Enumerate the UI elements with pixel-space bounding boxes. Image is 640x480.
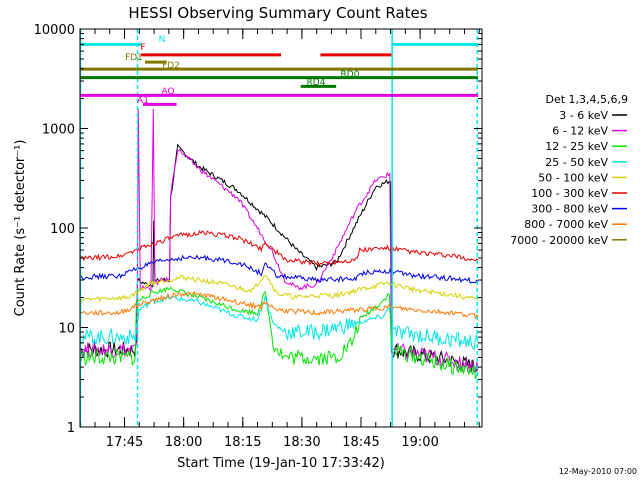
flag-label-fd2: FD2 (162, 61, 180, 71)
x-tick-label: 18:30 (283, 435, 320, 450)
flag-label-aq: AQ (161, 87, 174, 97)
flag-label-fd1: FD1 (125, 53, 143, 63)
x-tick-label: 18:45 (342, 435, 379, 450)
y-tick-label: 1000 (42, 123, 75, 138)
y-tick-label: 1 (67, 421, 75, 436)
legend: Det 1,3,4,5,6,9 3 - 6 keV 6 - 12 keV 12 - 2… (510, 93, 628, 247)
legend-label: 3 - 6 keV (559, 109, 608, 122)
flag-label-f: F (140, 43, 145, 53)
timestamp: 12-May-2010 07:00 (559, 467, 637, 476)
flag-label-a1: A1 (137, 96, 149, 106)
legend-label: 12 - 25 keV (545, 140, 608, 153)
series-line-100-300-kev (79, 229, 479, 267)
flag-label-n: N (159, 35, 166, 45)
legend-label: 25 - 50 keV (545, 156, 608, 169)
flag-label-rd4: RD4 (307, 78, 326, 88)
x-axis-label: Start Time (19-Jan-10 17:33:42) (177, 456, 385, 471)
legend-label: 300 - 800 keV (531, 203, 608, 216)
y-axis: 1 10 100 1000 10000 (34, 23, 482, 436)
plot-frame (79, 28, 483, 428)
series-line-6-12-kev (79, 108, 479, 373)
legend-title: Det 1,3,4,5,6,9 (545, 93, 628, 106)
y-axis-label: Count Rate (s⁻¹ detector⁻¹) (13, 140, 28, 317)
x-axis: 17:45 18:00 18:15 18:30 18:45 19:00 (79, 29, 480, 450)
series-line-800-7000-kev (79, 291, 479, 320)
y-tick-label: 10 (58, 322, 75, 337)
legend-label: 100 - 300 keV (531, 187, 608, 200)
series-line-300-800-kev (79, 254, 479, 284)
series-layer (79, 108, 479, 380)
x-tick-label: 18:15 (224, 435, 261, 450)
series-line-12-25-kev (79, 286, 479, 380)
x-tick-label: 19:00 (401, 435, 438, 450)
legend-label: 50 - 100 keV (538, 171, 608, 184)
series-line-50-100-kev (79, 274, 479, 304)
y-tick-label: 100 (50, 222, 75, 237)
x-tick-label: 18:00 (165, 435, 202, 450)
legend-label: 800 - 7000 keV (524, 218, 608, 231)
chart-title: HESSI Observing Summary Count Rates (128, 4, 427, 22)
x-tick-label: 17:45 (106, 435, 143, 450)
y-tick-label: 10000 (34, 23, 75, 38)
flag-label-rd0: RD0 (341, 70, 360, 80)
legend-label: 6 - 12 keV (552, 125, 608, 138)
legend-label: 7000 - 20000 keV (510, 234, 608, 247)
series-line-25-50-kev (79, 294, 479, 351)
